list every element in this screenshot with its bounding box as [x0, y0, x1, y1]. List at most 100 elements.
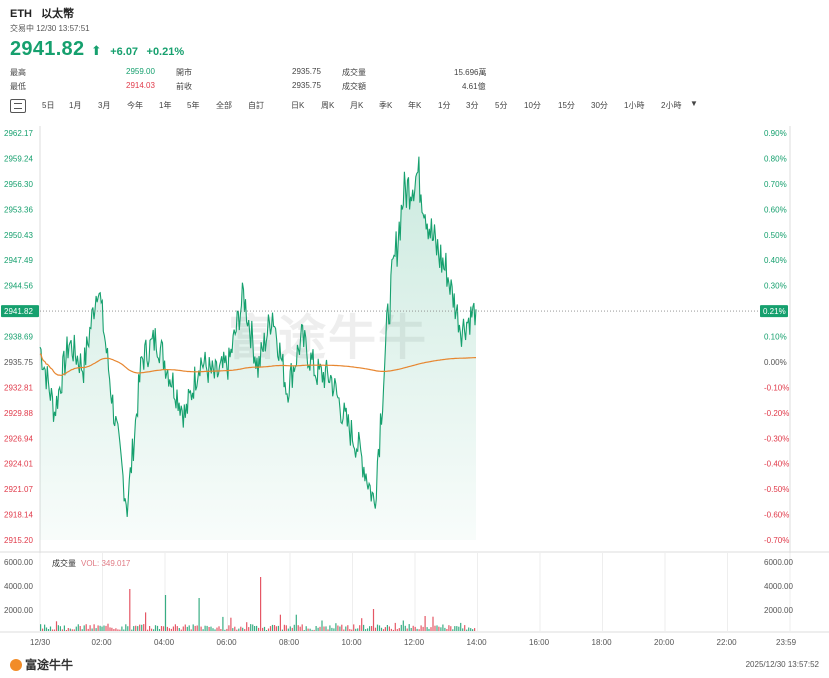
- tab-30min[interactable]: 30分: [591, 101, 608, 110]
- tab-5min[interactable]: 5分: [495, 101, 508, 110]
- volume-bar: [47, 629, 50, 631]
- tab-1m[interactable]: 1月: [69, 101, 82, 110]
- volume-bar: [365, 629, 367, 631]
- tab-3min[interactable]: 3分: [466, 101, 479, 110]
- volume-bar: [347, 625, 349, 631]
- volume-bar: [69, 628, 71, 631]
- volume-tick-label: 4000.00: [4, 582, 33, 591]
- volume-bar: [178, 628, 180, 631]
- volume-bar: [63, 625, 65, 631]
- tab-15min[interactable]: 15分: [558, 101, 575, 110]
- volume-bar: [240, 626, 242, 631]
- current-price-tag: 2941.82: [4, 307, 33, 316]
- volume-bar: [267, 628, 270, 631]
- volume-bar: [198, 598, 200, 631]
- volume-bar: [269, 626, 272, 631]
- volume-bar: [254, 626, 256, 631]
- tab-all[interactable]: 全部: [216, 101, 232, 110]
- tab-3m[interactable]: 3月: [98, 101, 111, 110]
- volume-bar: [77, 624, 79, 631]
- volume-bar: [73, 629, 75, 631]
- volume-bar: [400, 624, 402, 631]
- volume-bar: [111, 627, 113, 631]
- volume-bar: [382, 629, 385, 631]
- volume-bar: [339, 626, 341, 631]
- price-line: [39, 156, 477, 517]
- high-value: 2959.00: [126, 67, 155, 76]
- volume-bar: [331, 627, 333, 631]
- volume-bar: [99, 625, 101, 631]
- tab-1min[interactable]: 1分: [438, 101, 451, 110]
- volume-bar: [65, 630, 67, 631]
- pct-tick-label: -0.60%: [764, 511, 789, 520]
- up-arrow-icon: ⬆: [90, 43, 102, 58]
- volume-bar: [329, 625, 331, 631]
- volume-bar: [277, 625, 279, 631]
- volume-bar: [438, 626, 440, 631]
- volume-bar: [426, 627, 428, 631]
- volume-bar: [107, 623, 109, 631]
- tab-ytd[interactable]: 今年: [127, 101, 143, 110]
- time-tick-label: 16:00: [529, 638, 550, 647]
- pct-tick-label: 0.90%: [764, 129, 787, 138]
- volume-bar: [218, 626, 220, 631]
- volume-bar: [153, 629, 155, 631]
- tab-5y[interactable]: 5年: [187, 101, 200, 110]
- tab-5d[interactable]: 5日: [42, 101, 55, 110]
- volume-bar: [323, 626, 325, 631]
- volume-bar: [71, 629, 73, 631]
- volume-bar: [125, 624, 127, 631]
- volume-bar: [160, 626, 163, 631]
- volume-bar: [57, 625, 59, 631]
- volume-bar: [113, 629, 115, 631]
- volume-bar: [402, 620, 404, 631]
- symbol-title: ETH 以太幣: [10, 5, 80, 21]
- volume-bar: [40, 624, 42, 631]
- volume-bar: [135, 625, 137, 631]
- volume-bar: [101, 626, 103, 631]
- pct-tick-label: -0.70%: [764, 536, 789, 545]
- volume-bar: [97, 625, 99, 631]
- tab-1y[interactable]: 1年: [159, 101, 172, 110]
- tab-1h[interactable]: 1小時: [624, 101, 645, 110]
- volume-bar: [275, 626, 277, 631]
- footer-timestamp: 2025/12/30 13:57:52: [745, 660, 819, 669]
- volume-bar: [355, 628, 357, 631]
- chart-toggle-icon[interactable]: [10, 99, 26, 113]
- volume-bar: [335, 623, 337, 631]
- tab-quarter-k[interactable]: 季K: [379, 101, 393, 110]
- tab-10min[interactable]: 10分: [524, 101, 541, 110]
- volume-bar: [325, 626, 327, 631]
- current-price-tag-bg: [1, 305, 39, 318]
- time-tick-label: 12:00: [404, 638, 425, 647]
- tab-week-k[interactable]: 周K: [321, 101, 335, 110]
- volume-bar: [351, 629, 353, 631]
- volume-bar: [119, 629, 121, 631]
- volume-bar: [214, 629, 216, 631]
- volume-bar: [313, 629, 315, 631]
- volume-bar: [174, 624, 176, 631]
- volume-bar: [89, 625, 91, 631]
- volume-bar: [200, 626, 202, 631]
- volume-bar: [166, 626, 168, 631]
- volume-bar: [452, 629, 454, 631]
- dropdown-caret-icon[interactable]: ▼: [690, 99, 698, 108]
- volume-bar: [436, 625, 438, 631]
- volume-panel-value: VOL: 349.017: [81, 559, 131, 568]
- price-tick-label: 2929.88: [4, 409, 33, 418]
- volume-tick-label: 6000.00: [4, 558, 33, 567]
- price-tick-label: 2935.75: [4, 358, 33, 367]
- volume-bar: [67, 628, 69, 631]
- tab-year-k[interactable]: 年K: [408, 101, 422, 110]
- volume-bar: [234, 626, 236, 631]
- volume-bar: [141, 624, 143, 631]
- tab-month-k[interactable]: 月K: [350, 101, 364, 110]
- tab-2h[interactable]: 2小時: [661, 101, 682, 110]
- tab-custom[interactable]: 自訂: [248, 101, 264, 110]
- volume-bar: [42, 628, 44, 631]
- pct-tick-label: 0.00%: [764, 358, 787, 367]
- volume-bar: [394, 622, 396, 631]
- volume-bar: [474, 628, 476, 631]
- tab-day-k[interactable]: 日K: [291, 101, 305, 110]
- volume-bar: [117, 629, 119, 631]
